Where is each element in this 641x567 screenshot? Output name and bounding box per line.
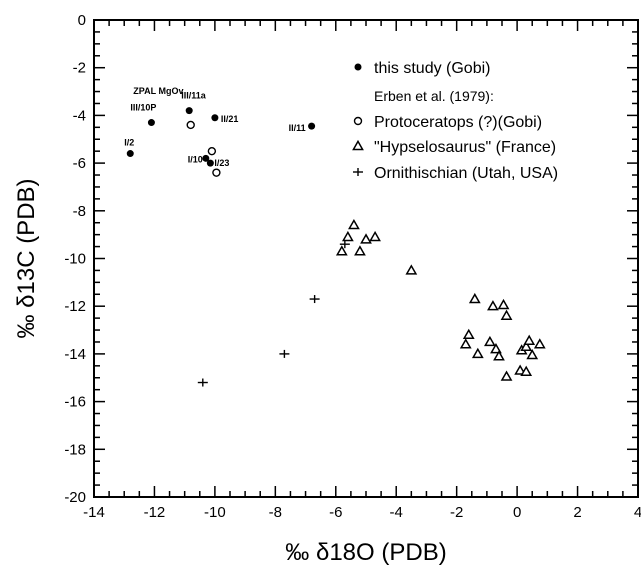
y-tick-label: -6 <box>73 155 86 172</box>
y-tick-label: -8 <box>73 203 86 220</box>
point-label: II/21 <box>221 114 239 124</box>
open-triangle-point <box>354 245 366 256</box>
y-tick-label: -4 <box>73 107 86 124</box>
point-label: II/11 <box>289 123 306 133</box>
legend-label: this study (Gobi) <box>374 60 490 77</box>
x-tick-label: -12 <box>144 504 166 521</box>
legend-header: Erben et al. (1979): <box>374 88 494 104</box>
point-label: III/10P <box>130 103 156 113</box>
legend: this study (Gobi) Erben et al. (1979): Pro… <box>352 60 558 182</box>
y-tick-label: -12 <box>64 298 86 315</box>
open-triangle-point <box>335 245 348 256</box>
point-label: I/10 <box>188 154 203 164</box>
x-tick-label: 2 <box>573 504 581 521</box>
y-tick-label: -14 <box>64 346 86 363</box>
point-label: III/11a <box>181 91 207 101</box>
x-tick-label: 0 <box>513 504 521 521</box>
y-tick-label: -20 <box>64 489 86 506</box>
open-triangle-point <box>533 338 546 349</box>
open-triangle-point <box>520 365 533 376</box>
y-axis-title: ‰ δ13C (PDB) <box>13 178 40 338</box>
legend-label: Ornithischian (Utah, USA) <box>374 165 558 182</box>
open-triangle-point <box>348 218 360 230</box>
open-triangle-point <box>490 343 502 354</box>
plus-point <box>309 295 320 304</box>
y-tick-label: -16 <box>64 394 86 411</box>
open-circle-point <box>212 168 221 177</box>
legend-label: "Hypselosaurus" (France) <box>374 139 556 156</box>
point-labels: I/2 III/10P III/11a II/21 I/10 I/23 II/11 ZPAL … <box>124 86 305 168</box>
open-triangle-point <box>523 334 536 345</box>
open-triangle-point <box>369 230 381 242</box>
x-tick-label: 4 <box>634 504 641 521</box>
x-tick-label: -4 <box>390 504 403 521</box>
open-triangle-point <box>497 298 510 310</box>
y-tick-label: 0 <box>78 12 86 29</box>
x-tick-label: -14 <box>83 504 105 521</box>
open-triangle-point <box>514 364 527 375</box>
axis-tick-labels: -14 -12 -10 -8 -6 -4 -2 0 2 40-2-4-6-8-10-12-14-1… <box>64 12 641 521</box>
open-triangle-point <box>459 338 472 349</box>
x-axis-title: ‰ δ18O (PDB) <box>285 539 446 566</box>
data-points <box>126 107 546 387</box>
open-triangle-point <box>493 350 505 361</box>
open-triangle-point <box>405 264 418 275</box>
y-tick-label: -10 <box>64 251 86 268</box>
y-tick-label: -2 <box>73 60 86 77</box>
open-triangle-point <box>500 309 513 320</box>
open-triangle-point <box>471 347 484 359</box>
plus-point <box>197 378 208 387</box>
open-triangle-point <box>500 370 513 381</box>
open-triangle-point <box>520 340 533 351</box>
filled-circle-point <box>206 159 214 167</box>
legend-marker <box>354 63 362 71</box>
filled-circle-point <box>126 150 134 158</box>
x-tick-label: -6 <box>329 504 342 521</box>
open-triangle-point <box>487 300 499 311</box>
legend-marker <box>352 139 364 151</box>
legend-label: Protoceratops (?)(Gobi) <box>374 114 542 131</box>
filled-circle-point <box>202 154 210 162</box>
open-triangle-point <box>484 335 496 347</box>
annotation-label: ZPAL MgOv <box>133 86 183 96</box>
legend-marker <box>353 168 363 176</box>
plus-point <box>339 240 350 249</box>
x-tick-label: -10 <box>204 504 226 521</box>
open-triangle-point <box>341 230 354 242</box>
open-triangle-point <box>462 328 475 340</box>
point-label: I/23 <box>214 158 229 168</box>
y-tick-label: -18 <box>64 441 86 458</box>
point-label: I/2 <box>124 138 134 148</box>
filled-circle-point <box>211 114 219 122</box>
open-triangle-point <box>526 348 539 360</box>
open-circle-point <box>186 120 195 130</box>
open-triangle-point <box>360 233 372 244</box>
filled-circle-point <box>185 107 193 115</box>
filled-circle-point <box>147 119 155 127</box>
filled-circle-point <box>308 122 316 130</box>
open-triangle-point <box>468 292 481 304</box>
legend-marker <box>353 116 363 126</box>
axis-ticks <box>93 19 639 498</box>
x-tick-label: -2 <box>450 504 463 521</box>
open-circle-point <box>207 146 217 156</box>
x-tick-label: -8 <box>269 504 282 521</box>
plus-point <box>279 349 290 358</box>
